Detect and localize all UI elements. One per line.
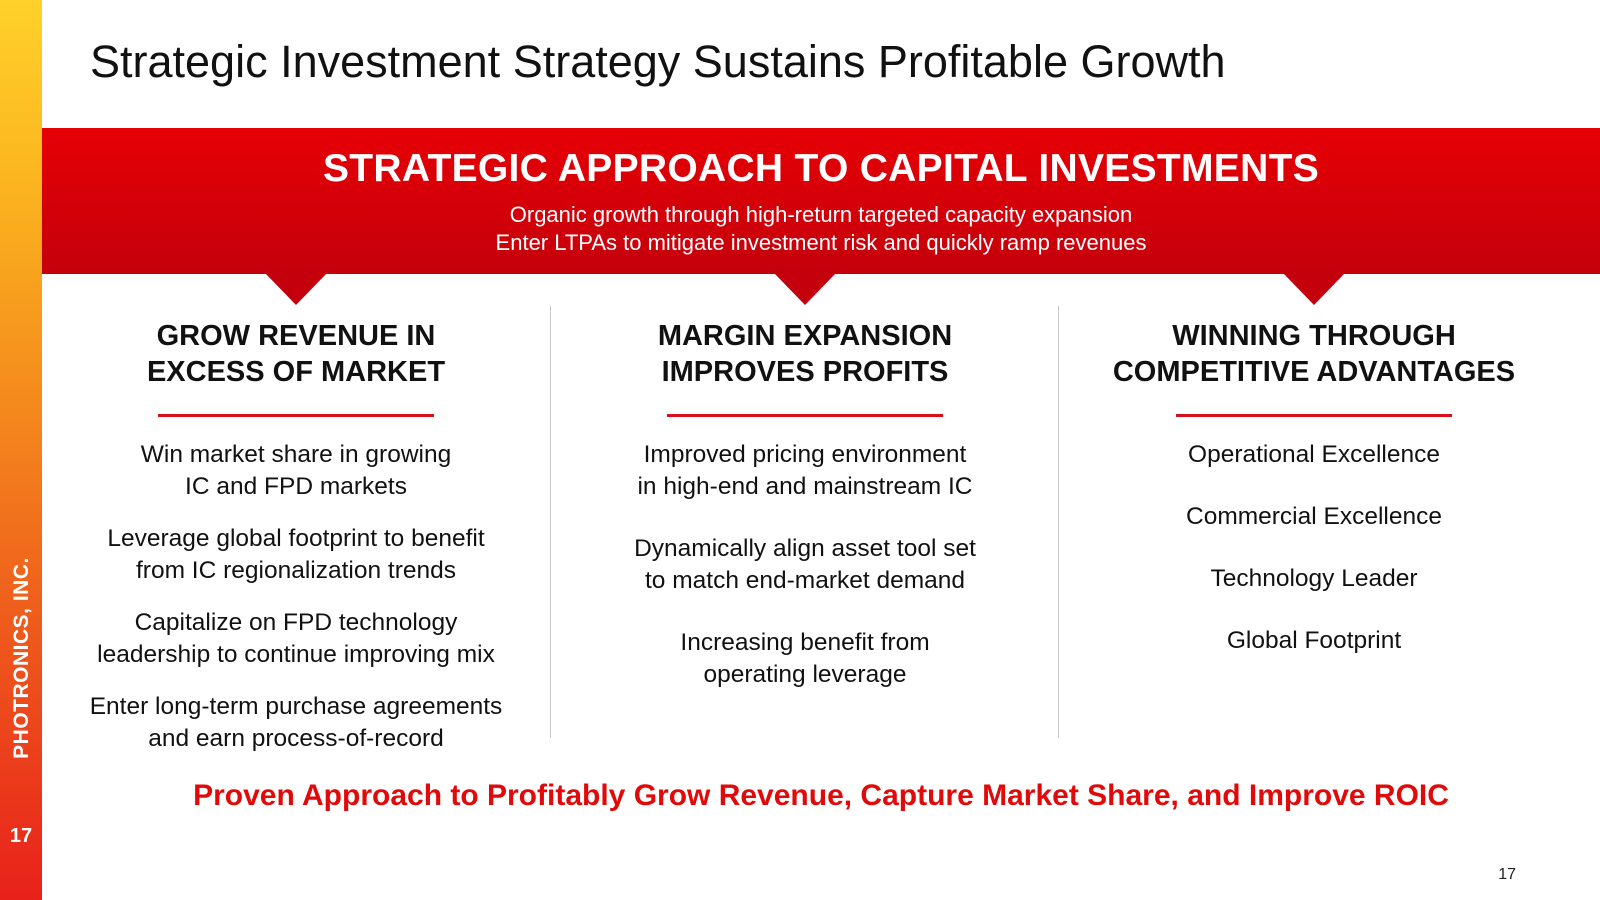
column-competitive-advantages: WINNING THROUGH COMPETITIVE ADVANTAGES O… [1094,318,1534,687]
list-item-line1: Capitalize on FPD technology [134,609,458,636]
column-heading-line2: COMPETITIVE ADVANTAGES [1112,356,1516,388]
list-item-line1: Enter long-term purchase agreements [89,693,503,720]
list-item-line1: Improved pricing environment [643,441,967,468]
column-heading-line1: MARGIN EXPANSION [657,320,953,352]
list-item: Dynamically align asset tool set to matc… [585,533,1025,597]
banner-title: STRATEGIC APPROACH TO CAPITAL INVESTMENT… [322,147,1320,190]
column-heading-line2: IMPROVES PROFITS [661,356,949,388]
list-item: Win market share in growing IC and FPD m… [76,439,516,503]
page-title: Strategic Investment Strategy Sustains P… [90,36,1226,87]
banner-subtitle-line2: Enter LTPAs to mitigate investment risk … [495,230,1147,255]
column-grow-revenue: GROW REVENUE IN EXCESS OF MARKET Win mar… [76,318,516,775]
list-item-line2: to match end-market demand [644,567,966,594]
list-item-line1: Increasing benefit from [680,629,930,656]
banner-arrow-right [1283,273,1345,305]
sidebar-accent-bar: PHOTRONICS, INC. 17 [0,0,42,900]
sidebar-company-label: PHOTRONICS, INC. [10,557,33,759]
list-item: Global Footprint [1226,627,1402,654]
list-item-line2: in high-end and mainstream IC [637,473,973,500]
banner-subtitle-line1: Organic growth through high-return targe… [509,202,1133,227]
list-item: Leverage global footprint to benefit fro… [76,523,516,587]
list-item: Increasing benefit from operating levera… [585,627,1025,691]
column-heading-rule [1176,414,1452,417]
list-item: Commercial Excellence [1186,503,1442,530]
list-item-line1: Win market share in growing [140,441,452,468]
column-heading: MARGIN EXPANSION IMPROVES PROFITS [585,318,1025,390]
list-item-line2: and earn process-of-record [148,725,444,752]
sidebar-company-name: PHOTRONICS, INC. [2,548,42,768]
column-heading-line2: EXCESS OF MARKET [146,356,446,388]
list-item-line1: Leverage global footprint to benefit [107,525,485,552]
capital-investments-banner: STRATEGIC APPROACH TO CAPITAL INVESTMENT… [42,128,1600,274]
list-item-line2: IC and FPD markets [185,473,407,500]
banner-arrow-middle [774,273,836,305]
list-item: Capitalize on FPD technology leadership … [76,607,516,671]
list-item: Enter long-term purchase agreements and … [76,691,516,755]
list-item: Operational Excellence [1188,441,1440,468]
slide-page-number: 17 [1498,866,1516,883]
column-heading-line1: GROW REVENUE IN [156,320,436,352]
list-item-line1: Dynamically align asset tool set [634,535,976,562]
list-item: Improved pricing environment in high-end… [585,439,1025,503]
list-item: Technology Leader [1210,565,1418,592]
column-heading: WINNING THROUGH COMPETITIVE ADVANTAGES [1094,318,1534,390]
column-heading: GROW REVENUE IN EXCESS OF MARKET [76,318,516,390]
list-item-line2: operating leverage [703,661,907,688]
footer-tagline: Proven Approach to Profitably Grow Reven… [193,779,1449,812]
column-heading-rule [158,414,434,417]
column-divider-left [550,306,551,738]
column-margin-expansion: MARGIN EXPANSION IMPROVES PROFITS Improv… [585,318,1025,721]
banner-arrow-left [265,273,327,305]
list-item-line2: leadership to continue improving mix [97,641,495,668]
column-divider-right [1058,306,1059,738]
column-heading-rule [667,414,943,417]
column-heading-line1: WINNING THROUGH [1172,320,1456,352]
sidebar-page-number: 17 [9,825,33,847]
list-item-line2: from IC regionalization trends [135,557,456,584]
